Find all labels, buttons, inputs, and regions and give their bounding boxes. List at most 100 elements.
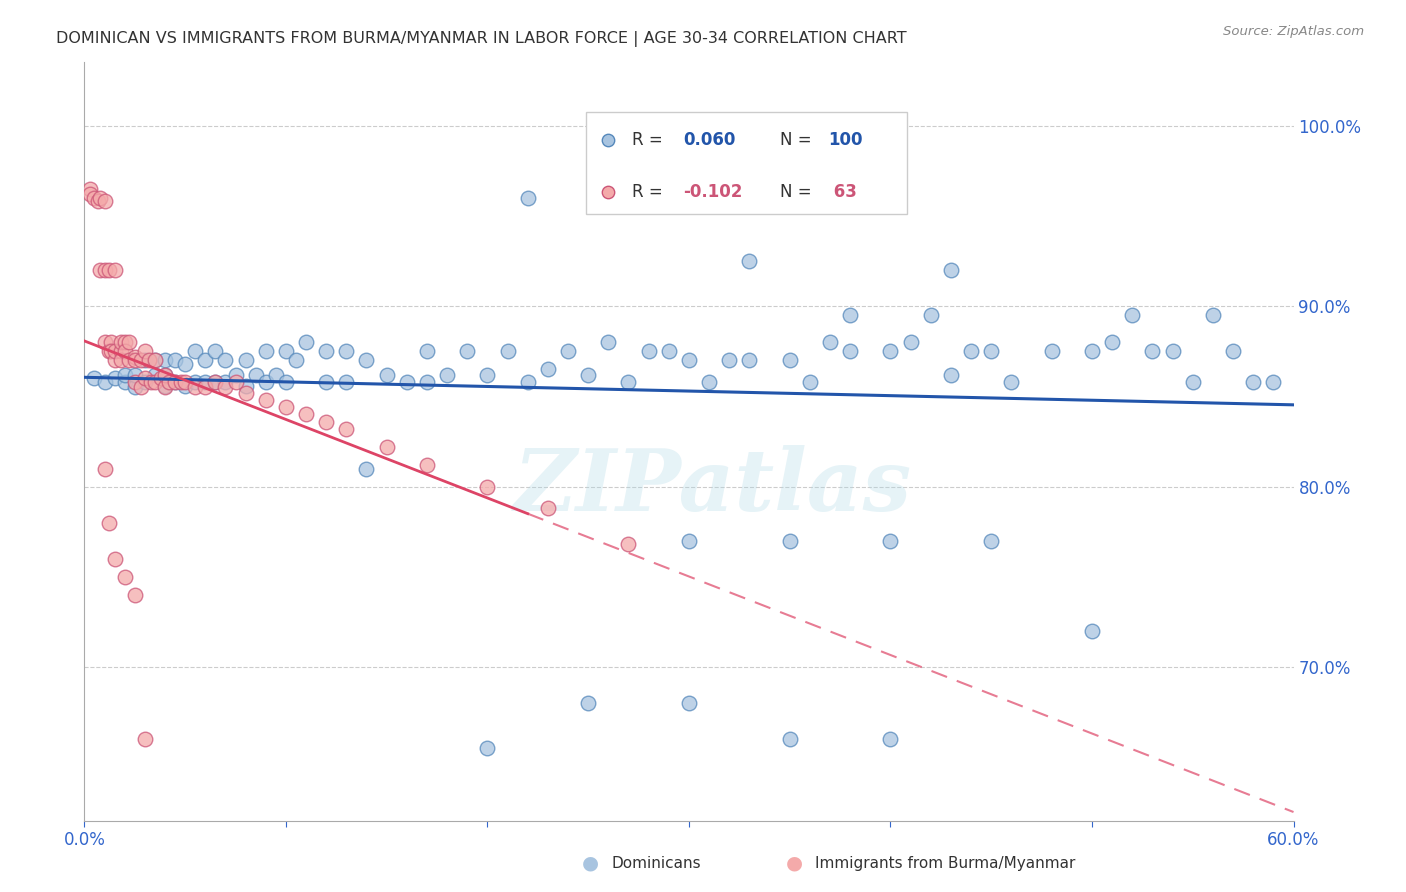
Point	[153, 368, 176, 382]
Point	[496, 344, 519, 359]
Point	[194, 353, 217, 368]
Point	[104, 344, 127, 359]
Point	[170, 375, 193, 389]
Point	[93, 461, 115, 475]
Text: Immigrants from Burma/Myanmar: Immigrants from Burma/Myanmar	[815, 856, 1076, 871]
Point	[980, 344, 1002, 359]
Point	[1241, 375, 1264, 389]
Point	[946, 304, 969, 318]
Point	[980, 533, 1002, 548]
Point	[134, 375, 156, 389]
Point	[1081, 344, 1104, 359]
Point	[153, 378, 176, 392]
Point	[184, 380, 207, 394]
Text: Dominicans: Dominicans	[612, 856, 702, 871]
Point	[576, 368, 599, 382]
Point	[1081, 624, 1104, 639]
Point	[678, 533, 700, 548]
Point	[1040, 344, 1063, 359]
Point	[153, 353, 176, 368]
Point	[204, 375, 226, 389]
Point	[939, 263, 962, 277]
Point	[537, 501, 560, 516]
Point	[83, 191, 105, 205]
Point	[315, 344, 337, 359]
Point	[104, 263, 127, 277]
Point	[416, 344, 439, 359]
Point	[637, 191, 659, 205]
Point	[1000, 375, 1022, 389]
Point	[1263, 375, 1285, 389]
Text: N =: N =	[780, 131, 811, 149]
Point	[124, 350, 146, 364]
Point	[114, 344, 136, 359]
Point	[946, 425, 969, 440]
Point	[97, 344, 120, 359]
Point	[245, 368, 267, 382]
Point	[104, 353, 127, 368]
Point	[104, 371, 127, 385]
Point	[143, 368, 166, 382]
Point	[235, 385, 257, 400]
Point	[165, 375, 187, 389]
Point	[456, 344, 478, 359]
Point	[138, 353, 160, 368]
Point	[315, 375, 337, 389]
Point	[157, 375, 180, 389]
Point	[124, 375, 146, 389]
Text: DOMINICAN VS IMMIGRANTS FROM BURMA/MYANMAR IN LABOR FORCE | AGE 30-34 CORRELATIO: DOMINICAN VS IMMIGRANTS FROM BURMA/MYANM…	[56, 31, 907, 47]
Point	[114, 570, 136, 584]
Point	[184, 375, 207, 389]
Point	[516, 375, 538, 389]
Point	[89, 191, 111, 205]
Point	[174, 378, 197, 392]
Point	[718, 353, 741, 368]
Point	[174, 357, 197, 371]
Point	[274, 344, 297, 359]
Point	[104, 552, 127, 566]
Point	[779, 732, 801, 747]
Point	[900, 335, 922, 350]
Point	[143, 375, 166, 389]
Point	[235, 353, 257, 368]
Point	[477, 368, 499, 382]
Point	[139, 375, 162, 389]
Point	[83, 371, 105, 385]
Point	[124, 380, 146, 394]
Point	[637, 344, 659, 359]
Point	[93, 335, 115, 350]
Point	[79, 182, 101, 196]
Point	[678, 353, 700, 368]
Point	[153, 380, 176, 394]
Point	[100, 335, 122, 350]
Point	[93, 375, 115, 389]
Text: 100: 100	[828, 131, 862, 149]
Point	[214, 353, 236, 368]
Point	[134, 353, 156, 368]
Point	[738, 254, 761, 268]
Point	[118, 353, 141, 368]
Point	[516, 191, 538, 205]
Point	[174, 375, 197, 389]
Point	[879, 533, 901, 548]
FancyBboxPatch shape	[586, 112, 907, 214]
Point	[204, 375, 226, 389]
Point	[114, 368, 136, 382]
Point	[678, 696, 700, 710]
Point	[100, 344, 122, 359]
Point	[143, 353, 166, 368]
Point	[110, 335, 132, 350]
Point	[576, 696, 599, 710]
Point	[598, 335, 620, 350]
Point	[124, 368, 146, 382]
Point	[134, 732, 156, 747]
Text: 0.060: 0.060	[683, 131, 735, 149]
Point	[1222, 344, 1244, 359]
Point	[129, 353, 152, 368]
Point	[274, 375, 297, 389]
Point	[537, 362, 560, 376]
Point	[254, 344, 277, 359]
Point	[939, 368, 962, 382]
Point	[839, 308, 862, 322]
Point	[818, 335, 841, 350]
